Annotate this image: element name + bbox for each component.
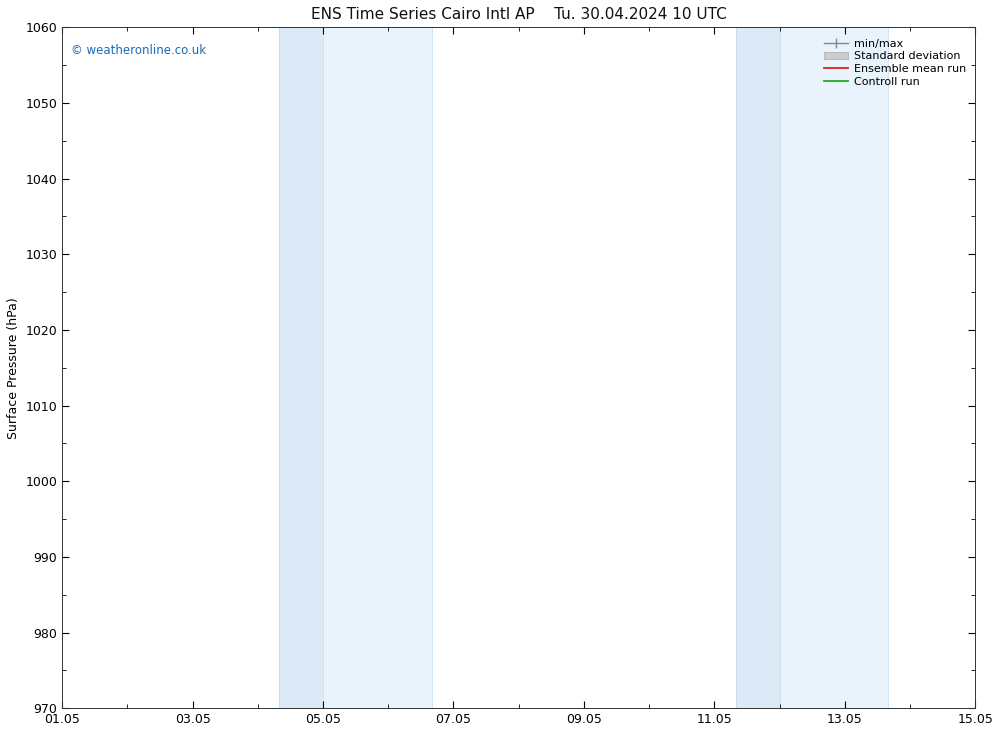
Bar bbox=[279, 27, 323, 708]
Legend: min/max, Standard deviation, Ensemble mean run, Controll run: min/max, Standard deviation, Ensemble me… bbox=[819, 34, 971, 92]
Text: © weatheronline.co.uk: © weatheronline.co.uk bbox=[71, 44, 206, 57]
Title: ENS Time Series Cairo Intl AP    Tu. 30.04.2024 10 UTC: ENS Time Series Cairo Intl AP Tu. 30.04.… bbox=[311, 7, 727, 22]
Bar bbox=[780, 27, 888, 708]
Y-axis label: Surface Pressure (hPa): Surface Pressure (hPa) bbox=[7, 297, 20, 438]
Bar bbox=[736, 27, 780, 708]
Bar bbox=[323, 27, 432, 708]
